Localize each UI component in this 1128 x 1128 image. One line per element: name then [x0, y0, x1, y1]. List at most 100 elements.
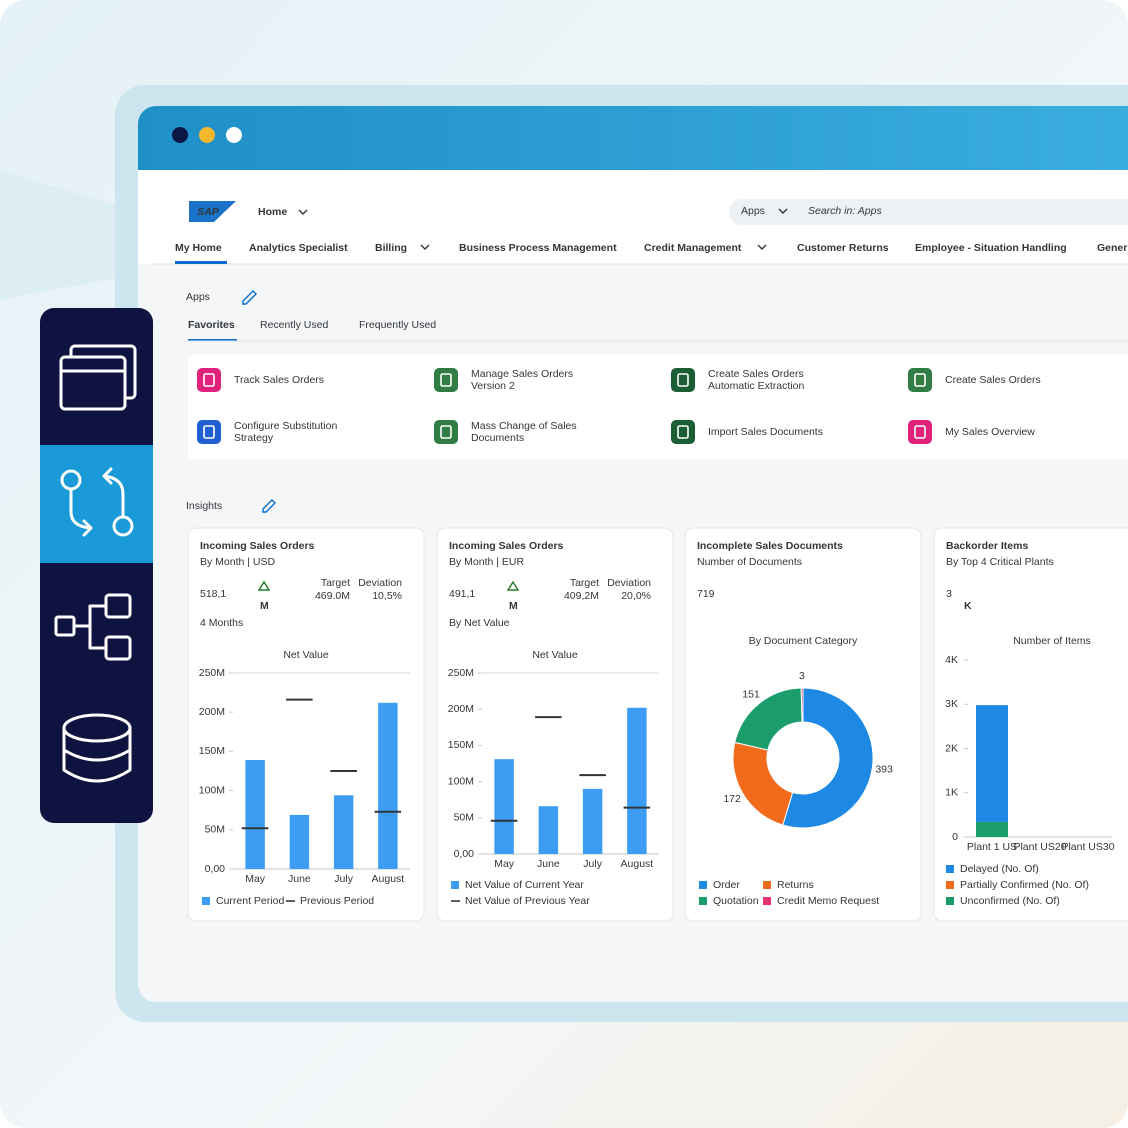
kpi-label: Target: [570, 577, 599, 589]
legend-marker: [699, 881, 707, 889]
tiles-panel: [188, 354, 1128, 459]
x-tick-label: Plant US30: [1061, 841, 1114, 853]
tile-glyph: [677, 373, 689, 387]
kpi-label: Deviation: [607, 577, 651, 589]
nav-tab[interactable]: Employee - Situation Handling: [915, 242, 1067, 254]
legend-label: Net Value of Previous Year: [465, 895, 590, 907]
tile-glyph: [914, 373, 926, 387]
bar: [627, 707, 647, 854]
nav-tab[interactable]: My Home: [175, 242, 222, 254]
home-menu[interactable]: Home: [258, 206, 287, 218]
y-tick-label: 2K: [945, 742, 958, 754]
bar: [245, 760, 265, 869]
bar: [494, 759, 514, 854]
x-tick-label: June: [537, 858, 560, 870]
section-title: Apps: [186, 291, 210, 303]
search-box[interactable]: [729, 199, 1128, 225]
sub-tab[interactable]: Recently Used: [260, 319, 328, 331]
tile-title[interactable]: Create Sales Orders: [945, 374, 1041, 386]
x-tick-label: Plant 1 US: [967, 841, 1017, 853]
sub-tab[interactable]: Favorites: [188, 319, 235, 331]
y-tick-label: 0: [952, 831, 958, 843]
tile-subtitle: Automatic Extraction: [708, 380, 804, 392]
y-tick-label: 100M: [199, 784, 225, 796]
bar: [333, 795, 354, 869]
tile-icon[interactable]: [197, 420, 221, 444]
subtab-indicator: [188, 339, 237, 341]
chart-title: Net Value: [283, 649, 328, 661]
tile-title[interactable]: Import Sales Documents: [708, 426, 823, 438]
card[interactable]: [684, 527, 922, 922]
tile-title[interactable]: Documents: [471, 432, 524, 444]
logo: [189, 201, 236, 222]
search-placeholder[interactable]: Search in: Apps: [808, 205, 882, 217]
legend-label: Delayed (No. Of): [960, 863, 1039, 875]
nav-tab[interactable]: Analytics Specialist: [249, 242, 348, 254]
logo-text: SAP: [197, 206, 220, 218]
card-subtitle: Number of Documents: [697, 556, 802, 568]
tile-icon[interactable]: [671, 420, 695, 444]
x-tick-label: August: [372, 873, 405, 885]
tile-glyph: [914, 425, 926, 439]
tile-title[interactable]: Configure Substitution: [234, 420, 337, 432]
kpi-value: 491,1: [449, 588, 475, 600]
nav-tab[interactable]: Business Process Management: [459, 242, 617, 254]
legend-label: Net Value of Current Year: [465, 879, 584, 891]
legend-label: Quotation: [713, 895, 759, 907]
tile-glyph: [203, 425, 215, 439]
bar: [538, 806, 559, 854]
y-tick-label: 250M: [199, 667, 225, 679]
y-tick-label: 250M: [448, 667, 474, 679]
tile-title[interactable]: Manage Sales Orders: [471, 368, 573, 380]
kpi-detail: 409,2M: [564, 590, 599, 602]
card-subtitle: By Month | USD: [200, 556, 276, 568]
donut-slice: [782, 687, 874, 829]
x-tick-label: June: [288, 873, 311, 885]
tile-title[interactable]: Create Sales Orders: [708, 368, 804, 380]
title-bar: [138, 106, 1128, 170]
card-title: Incoming Sales Orders: [449, 540, 564, 552]
x-tick-label: July: [334, 873, 353, 885]
kpi-unit: M: [509, 600, 518, 612]
trend-icon: [257, 580, 271, 591]
tile-title[interactable]: My Sales Overview: [945, 426, 1035, 438]
y-tick-label: 1K: [945, 787, 958, 799]
card-title: Backorder Items: [946, 540, 1028, 552]
sub-tab[interactable]: Frequently Used: [359, 319, 436, 331]
legend-label: Unconfirmed (No. Of): [960, 895, 1060, 907]
chart-title: By Document Category: [749, 635, 858, 647]
tile-icon[interactable]: [434, 420, 458, 444]
legend-label: Partially Confirmed (No. Of): [960, 879, 1089, 891]
tile-glyph: [203, 373, 215, 387]
legend-marker: [763, 897, 771, 905]
x-tick-label: August: [621, 858, 654, 870]
tile-icon[interactable]: [434, 368, 458, 392]
tile-icon[interactable]: [908, 368, 932, 392]
tile-title[interactable]: Track Sales Orders: [234, 374, 324, 386]
tile-icon[interactable]: [671, 368, 695, 392]
bar: [378, 702, 398, 869]
legend-marker: [699, 897, 707, 905]
nav-tab[interactable]: Credit Management: [644, 242, 742, 254]
y-tick-label: 0,00: [205, 863, 226, 875]
nav-tab[interactable]: Gener: [1097, 242, 1127, 254]
legend-label: Previous Period: [300, 895, 374, 907]
tile-icon[interactable]: [908, 420, 932, 444]
legend-marker: [946, 881, 954, 889]
search-scope[interactable]: Apps: [741, 205, 765, 217]
tile-title[interactable]: Mass Change of Sales: [471, 420, 577, 432]
y-tick-label: 150M: [448, 739, 474, 751]
tile-title[interactable]: Strategy: [234, 432, 274, 444]
sidebar-icons: [54, 344, 137, 783]
card-title: Incomplete Sales Documents: [697, 540, 843, 552]
kpi-unit: K: [964, 600, 972, 612]
nav-tab[interactable]: Customer Returns: [797, 242, 889, 254]
tile-icon[interactable]: [197, 368, 221, 392]
nav-tab[interactable]: Billing: [375, 242, 407, 254]
chart-title: Net Value: [532, 649, 577, 661]
edit-icon[interactable]: [242, 290, 276, 513]
legend-label: Order: [713, 879, 740, 891]
data-label: 172: [723, 793, 741, 805]
tab-indicator: [175, 261, 227, 264]
sidebar-active[interactable]: [40, 445, 153, 563]
